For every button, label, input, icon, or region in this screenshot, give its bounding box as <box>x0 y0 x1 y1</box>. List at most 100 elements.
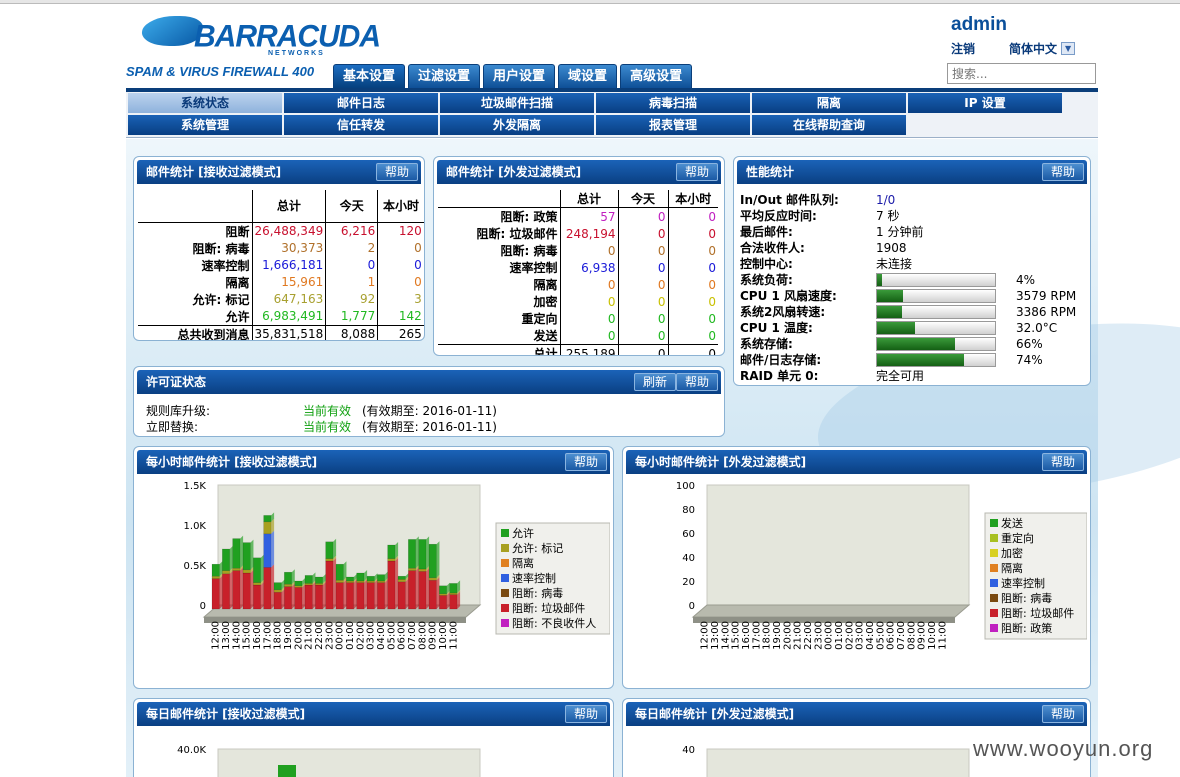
legend-label: 速率控制 <box>1001 576 1045 590</box>
perf-row: 控制中心: 未连接 <box>740 257 913 271</box>
chart-bar-side <box>343 561 347 581</box>
logout-link[interactable]: 注销 <box>951 42 976 56</box>
x-tick-label: 18:00 <box>762 621 773 650</box>
logo-text: BARRACUDA <box>194 19 381 54</box>
chart-bar-side <box>322 582 326 609</box>
help-button[interactable]: 帮助 <box>1041 705 1084 723</box>
tab-basic[interactable]: 基本设置 <box>333 64 406 88</box>
chart-bar-side <box>322 574 326 584</box>
chart-bar-side <box>229 567 233 574</box>
chart-bar-segment <box>439 595 448 610</box>
hourly-inbound-panel: 每小时邮件统计 [接收过滤模式] 帮助 1.5K 1.0K 0.5K 0 12:00 13:… <box>133 446 614 689</box>
table-total-row: 总计 255,189 0 0 <box>438 344 718 355</box>
panel-title: 每日邮件统计 [外发过滤模式] <box>635 707 795 721</box>
x-tick-label: 23:00 <box>324 621 335 650</box>
chart-bar-segment <box>263 521 272 535</box>
x-tick-label: 07:00 <box>896 621 907 650</box>
tab-advanced[interactable]: 高级设置 <box>620 64 693 88</box>
help-button[interactable]: 帮助 <box>375 163 418 181</box>
subnav-online-help[interactable]: 在线帮助查询 <box>752 115 906 135</box>
tab-domains[interactable]: 域设置 <box>558 64 618 88</box>
chart-floor <box>691 604 971 618</box>
x-tick-label: 19:00 <box>283 621 294 650</box>
chart-bar-side <box>446 582 450 594</box>
help-button[interactable]: 帮助 <box>564 705 607 723</box>
chart-bar-segment <box>294 580 303 587</box>
outbound-stats-table: 总计 今天 本小时 阻断: 政策 57 0 0 阻断: 垃圾邮件 248,194 0 0 阻… <box>438 190 718 355</box>
help-button[interactable]: 帮助 <box>675 163 718 181</box>
chart-bar-segment <box>211 563 220 577</box>
help-button[interactable]: 帮助 <box>675 373 718 391</box>
chart-bar-side <box>333 558 337 609</box>
x-tick-label: 06:00 <box>397 621 408 650</box>
subnav-mail-log[interactable]: 邮件日志 <box>284 93 438 113</box>
tab-filter[interactable]: 过滤设置 <box>408 64 481 88</box>
y-tick-label: 40 <box>682 745 695 756</box>
chart-bar-segment <box>222 570 231 575</box>
chart-bar-segment <box>242 569 251 574</box>
perf-row: 平均反应时间: 7 秒 <box>740 209 900 223</box>
chart-bar-segment <box>232 567 241 571</box>
subnav-trusted-relay[interactable]: 信任转发 <box>284 115 438 135</box>
subnav-spam-scan[interactable]: 垃圾邮件扫描 <box>440 93 594 113</box>
tab-users[interactable]: 用户设置 <box>483 64 556 88</box>
chart-bar-side <box>405 573 409 580</box>
chart-bar-side <box>426 536 430 569</box>
chart-bar-segment <box>356 572 365 582</box>
x-tick-label: 12:00 <box>700 621 711 650</box>
content-area: 邮件统计 [接收过滤模式] 帮助 总计 今天 本小时 阻断 26,488,349 6,… <box>126 139 1180 777</box>
subnav-system-admin[interactable]: 系统管理 <box>128 115 282 135</box>
language-select[interactable]: 简体中文 ▼ <box>1009 40 1076 57</box>
chart-bar-segment <box>232 570 241 610</box>
y-tick-label: 0 <box>689 601 695 612</box>
chart-bar-segment <box>284 586 293 610</box>
chart-bar-side <box>240 565 244 571</box>
table-row: 允许: 标记 647,163 92 3 <box>192 290 424 308</box>
legend-label: 阻断: 政策 <box>1001 621 1052 635</box>
inbound-stats-table: 总计 今天 本小时 阻断 26,488,349 6,216 120 阻断: 病毒 30,… <box>138 190 424 340</box>
search-input[interactable] <box>947 63 1096 84</box>
subnav-virus-scan[interactable]: 病毒扫描 <box>596 93 750 113</box>
table-row: 速率控制 1,666,181 0 0 <box>201 256 424 274</box>
chart-bar-segment <box>408 539 417 569</box>
help-button[interactable]: 帮助 <box>1041 163 1084 181</box>
chart-bar-segment <box>449 594 458 610</box>
subnav-ip-settings[interactable]: IP 设置 <box>908 93 1062 113</box>
chart-bar-side <box>333 555 337 561</box>
chart-bar-side <box>302 584 306 609</box>
x-tick-label: 05:00 <box>386 621 397 650</box>
subnav-system-status[interactable]: 系统状态 <box>128 93 282 113</box>
chevron-down-icon[interactable]: ▼ <box>1061 42 1076 55</box>
table-row: 速率控制 6,938 0 0 <box>509 259 718 276</box>
subnav-outbound-quarantine[interactable]: 外发隔离 <box>440 115 594 135</box>
barracuda-logo[interactable]: BARRACUDA NETWORKS SPAM & VIRUS FIREWALL… <box>126 10 381 84</box>
chart-bar-side <box>291 583 295 609</box>
x-tick-label: 22:00 <box>314 621 325 650</box>
panel-title: 每日邮件统计 [接收过滤模式] <box>146 707 306 721</box>
chart-legend <box>984 512 1087 640</box>
perf-bar-row: CPU 1 风扇速度: 3579 RPM <box>740 289 1077 303</box>
chart-bar-side <box>312 572 316 584</box>
chart-bar-segment <box>408 567 417 571</box>
chart-bar-side <box>374 579 378 609</box>
legend-label: 阻断: 病毒 <box>1001 591 1052 605</box>
table-row: 隔离 15,961 1 0 <box>225 273 424 291</box>
help-button[interactable]: 帮助 <box>1041 453 1084 471</box>
chart-bar-segment <box>263 567 272 610</box>
progress-bar <box>876 321 996 335</box>
x-tick-label: 15:00 <box>242 621 253 650</box>
help-button[interactable]: 帮助 <box>564 453 607 471</box>
refresh-button[interactable]: 刷新 <box>633 373 676 391</box>
legend-swatch <box>990 534 998 542</box>
legend-label: 隔离 <box>512 556 534 570</box>
y-tick-label: 1.5K <box>184 481 207 492</box>
subnav-quarantine[interactable]: 隔离 <box>752 93 906 113</box>
perf-bar-row: 邮件/日志存储: 74% <box>740 353 1043 367</box>
chart-bar-side <box>384 571 388 581</box>
chart-bar-side <box>353 574 357 581</box>
progress-bar <box>876 337 996 351</box>
chart-back-wall <box>706 484 970 606</box>
chart-bar-segment <box>242 542 251 571</box>
subnav-reports[interactable]: 报表管理 <box>596 115 750 135</box>
